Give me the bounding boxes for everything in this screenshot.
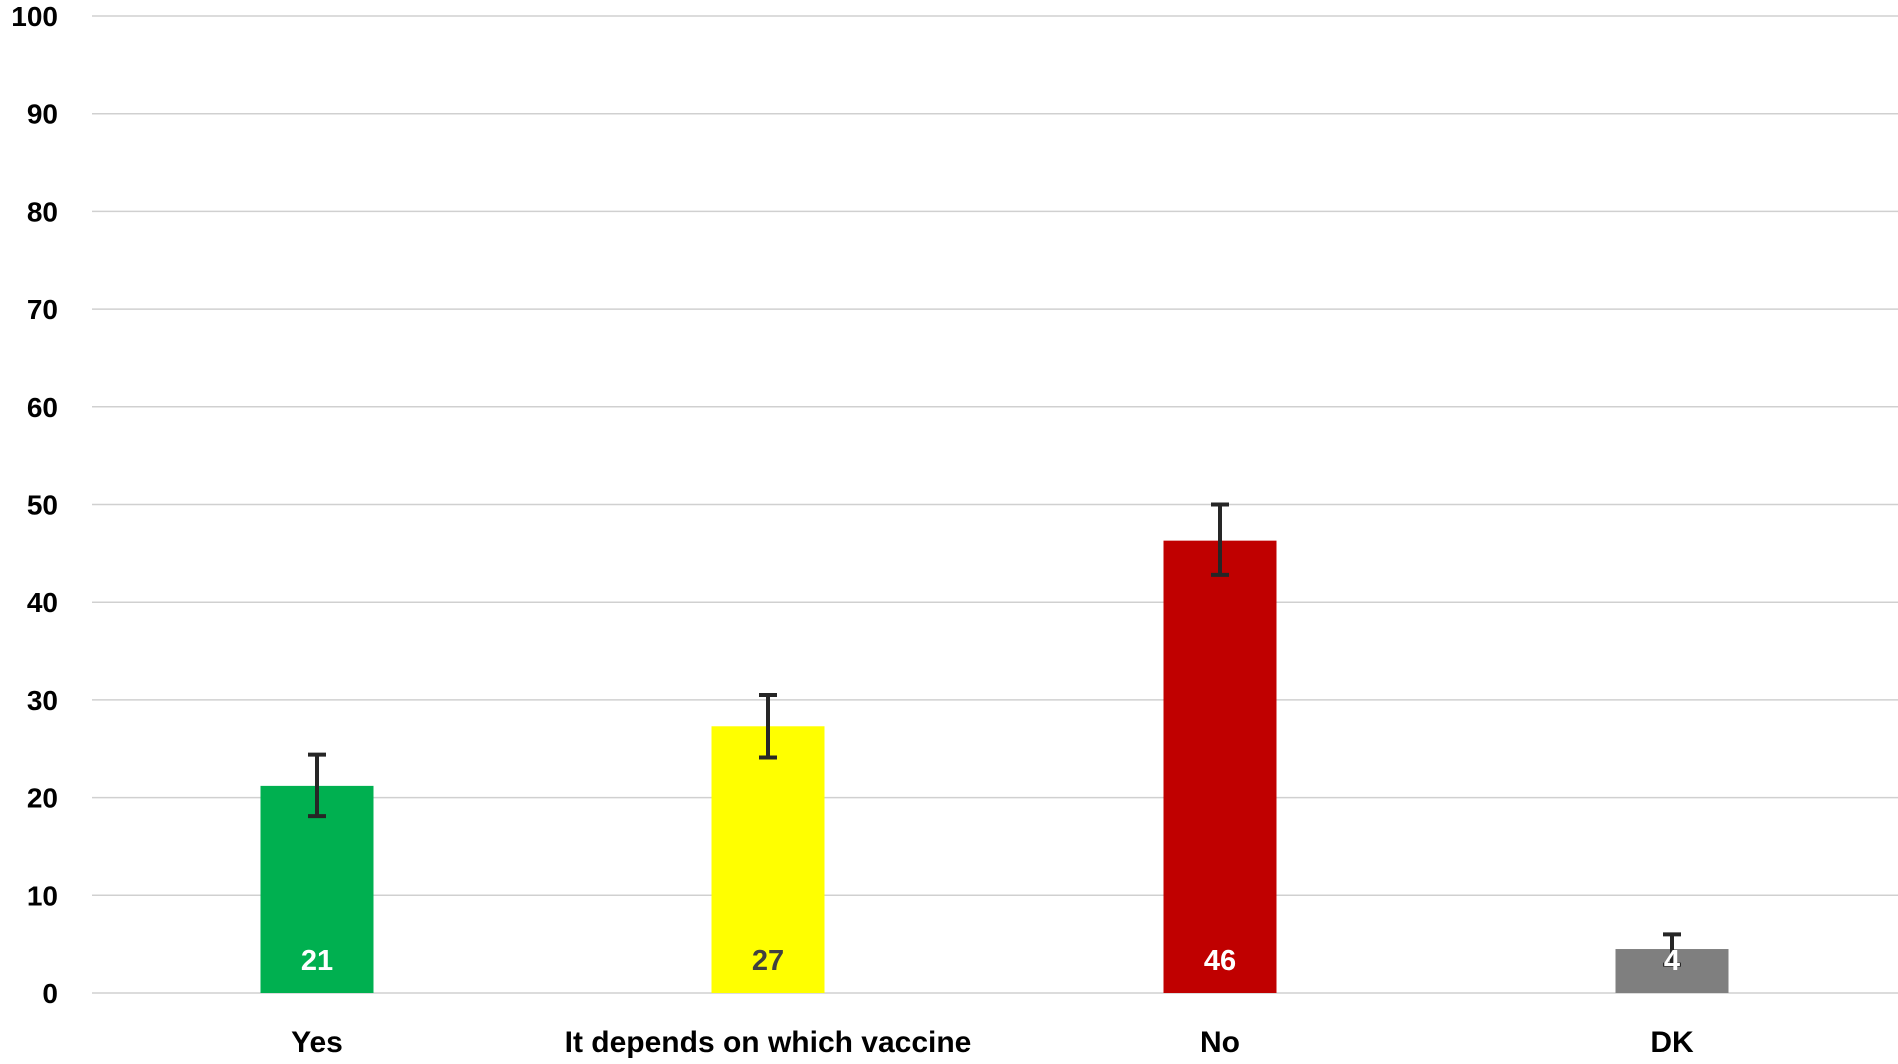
data-label: 27 bbox=[752, 945, 784, 977]
bars bbox=[260, 540, 1729, 993]
bar bbox=[260, 785, 374, 993]
error-bar bbox=[308, 752, 326, 819]
y-tick-label: 0 bbox=[42, 978, 58, 1009]
error-bars bbox=[308, 502, 1681, 967]
y-tick-label: 60 bbox=[27, 392, 58, 423]
x-tick-label: Yes bbox=[291, 1026, 343, 1059]
y-tick-label: 10 bbox=[27, 880, 58, 911]
x-tick-label: It depends on which vaccine bbox=[565, 1026, 972, 1059]
error-bar bbox=[759, 693, 777, 760]
y-tick-label: 20 bbox=[27, 783, 58, 814]
data-label: 4 bbox=[1664, 945, 1680, 977]
bar bbox=[711, 726, 825, 993]
data-label: 21 bbox=[301, 945, 333, 977]
y-tick-label: 30 bbox=[27, 685, 58, 716]
y-tick-label: 80 bbox=[27, 196, 58, 227]
y-tick-label: 40 bbox=[27, 587, 58, 618]
y-tick-label: 90 bbox=[27, 99, 58, 130]
bar bbox=[1163, 540, 1277, 993]
y-tick-label: 70 bbox=[27, 294, 58, 325]
y-axis-ticks: 0 10 20 30 40 50 60 70 80 90 100 bbox=[11, 1, 58, 1009]
x-tick-label: DK bbox=[1650, 1026, 1694, 1059]
y-tick-label: 100 bbox=[11, 1, 58, 32]
y-tick-label: 50 bbox=[27, 490, 58, 521]
data-labels: 21 27 46 4 bbox=[301, 945, 1680, 977]
x-tick-label: No bbox=[1200, 1026, 1240, 1059]
error-bar bbox=[1211, 502, 1229, 577]
x-axis-ticks: Yes It depends on which vaccine No DK bbox=[291, 1026, 1694, 1059]
error-bar bbox=[1663, 932, 1681, 967]
data-label: 46 bbox=[1204, 945, 1236, 977]
gridlines bbox=[92, 15, 1898, 994]
